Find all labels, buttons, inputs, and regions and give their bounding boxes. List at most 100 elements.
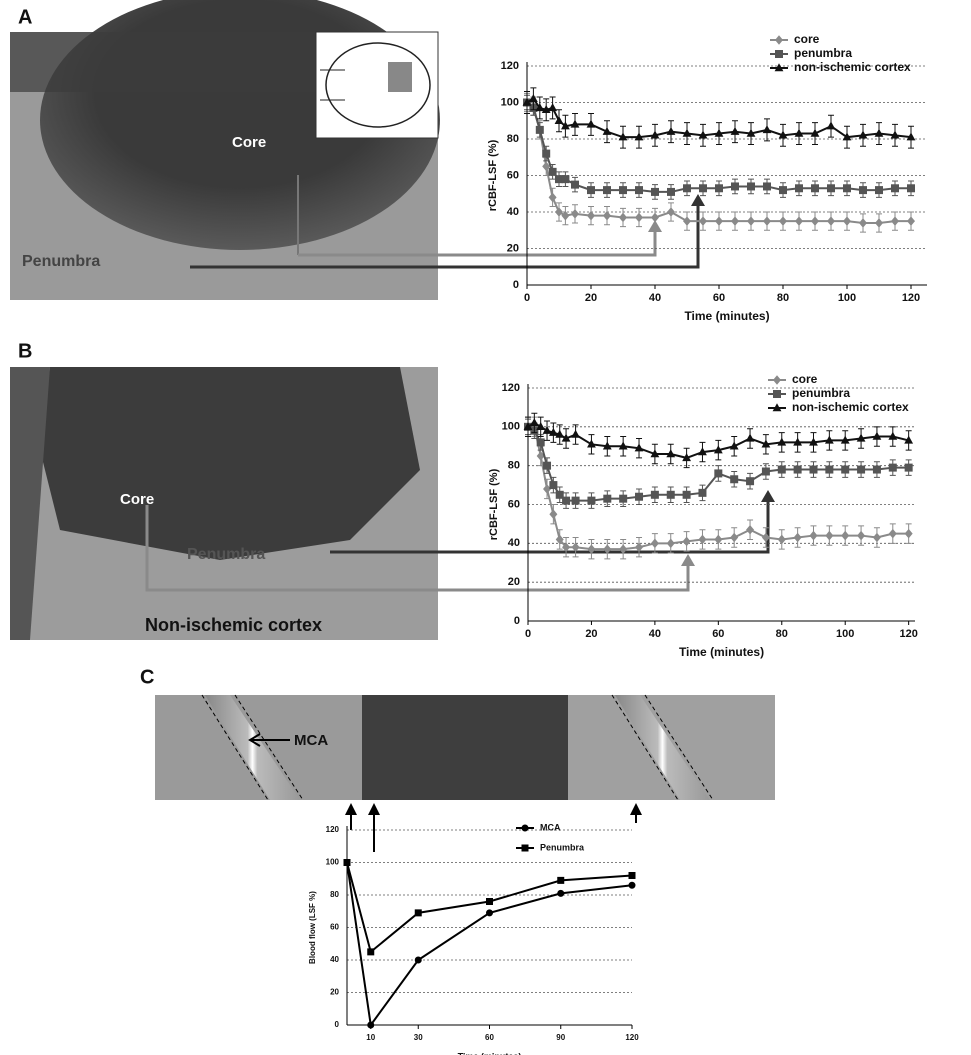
marker xyxy=(486,898,493,905)
marker xyxy=(904,463,913,472)
y-tick-label: 20 xyxy=(330,988,339,997)
marker xyxy=(698,130,708,139)
marker xyxy=(906,132,916,141)
x-axis-label: Time (minutes) xyxy=(458,1051,522,1055)
series-line xyxy=(527,425,909,502)
marker xyxy=(571,496,580,505)
marker xyxy=(682,490,691,499)
marker xyxy=(729,441,739,450)
marker xyxy=(619,186,627,195)
marker xyxy=(367,1021,375,1029)
legend-label: core xyxy=(792,372,818,386)
marker xyxy=(827,216,835,226)
marker xyxy=(529,94,538,103)
marker xyxy=(824,435,834,444)
marker xyxy=(874,128,884,137)
marker xyxy=(825,530,834,541)
marker xyxy=(731,216,739,226)
y-tick-label: 120 xyxy=(501,60,519,72)
marker xyxy=(587,439,596,448)
marker xyxy=(650,449,660,458)
image-label: Penumbra xyxy=(22,253,100,270)
marker xyxy=(557,889,565,897)
marker xyxy=(635,492,644,501)
marker xyxy=(587,210,595,221)
marker xyxy=(548,427,558,436)
marker xyxy=(562,542,571,553)
marker xyxy=(561,433,571,442)
marker xyxy=(907,184,915,193)
marker xyxy=(698,488,707,497)
marker xyxy=(778,130,788,139)
x-tick-label: 90 xyxy=(556,1033,565,1042)
marker xyxy=(793,437,803,446)
marker xyxy=(618,132,628,141)
marker xyxy=(603,186,611,195)
marker xyxy=(715,216,723,226)
marker xyxy=(548,192,557,203)
marker xyxy=(682,128,692,137)
marker xyxy=(775,50,783,58)
marker xyxy=(793,532,802,543)
marker xyxy=(777,437,787,446)
marker xyxy=(521,824,529,832)
marker xyxy=(827,184,835,193)
marker xyxy=(859,186,867,195)
marker xyxy=(843,216,851,226)
marker xyxy=(761,532,770,543)
marker xyxy=(841,530,850,541)
y-axis-label: rCBF-LSF (%) xyxy=(487,139,499,211)
marker xyxy=(777,465,786,474)
x-tick-label: 100 xyxy=(836,628,854,640)
marker xyxy=(762,125,772,134)
x-tick-label: 100 xyxy=(838,292,856,304)
marker xyxy=(888,431,898,440)
marker xyxy=(779,186,787,195)
marker xyxy=(843,184,851,193)
marker xyxy=(549,481,558,490)
marker xyxy=(667,187,675,196)
marker xyxy=(634,443,644,452)
marker xyxy=(859,218,867,228)
marker xyxy=(666,538,675,549)
marker xyxy=(570,119,580,128)
marker xyxy=(746,477,755,486)
marker xyxy=(699,184,707,193)
marker xyxy=(548,167,557,176)
marker xyxy=(618,441,628,450)
marker xyxy=(875,218,883,228)
marker xyxy=(650,490,659,499)
x-axis-label: Time (minutes) xyxy=(679,645,764,659)
marker xyxy=(650,130,660,139)
marker xyxy=(486,909,493,917)
y-tick-label: 80 xyxy=(330,890,339,899)
marker xyxy=(872,465,881,474)
marker xyxy=(535,103,545,112)
marker xyxy=(890,130,900,139)
marker xyxy=(561,175,570,184)
marker xyxy=(842,132,852,141)
marker xyxy=(603,210,611,221)
marker xyxy=(529,418,539,427)
image-label: Penumbra xyxy=(187,546,265,563)
marker xyxy=(549,509,558,520)
x-tick-label: 30 xyxy=(414,1033,423,1042)
marker xyxy=(858,130,868,139)
marker xyxy=(698,534,707,545)
marker xyxy=(522,97,532,106)
series-line xyxy=(346,862,633,954)
x-tick-label: 0 xyxy=(525,628,531,640)
marker xyxy=(683,216,691,226)
x-tick-label: 80 xyxy=(776,628,788,640)
marker xyxy=(651,187,659,196)
marker xyxy=(683,184,691,193)
marker xyxy=(666,490,675,499)
legend-label: penumbra xyxy=(794,46,852,60)
legend-label: non-ischemic cortex xyxy=(792,400,909,414)
marker xyxy=(635,212,643,223)
y-tick-label: 40 xyxy=(507,206,519,218)
marker xyxy=(794,128,804,137)
marker xyxy=(571,180,579,189)
y-tick-label: 0 xyxy=(335,1020,340,1029)
marker xyxy=(891,216,899,226)
